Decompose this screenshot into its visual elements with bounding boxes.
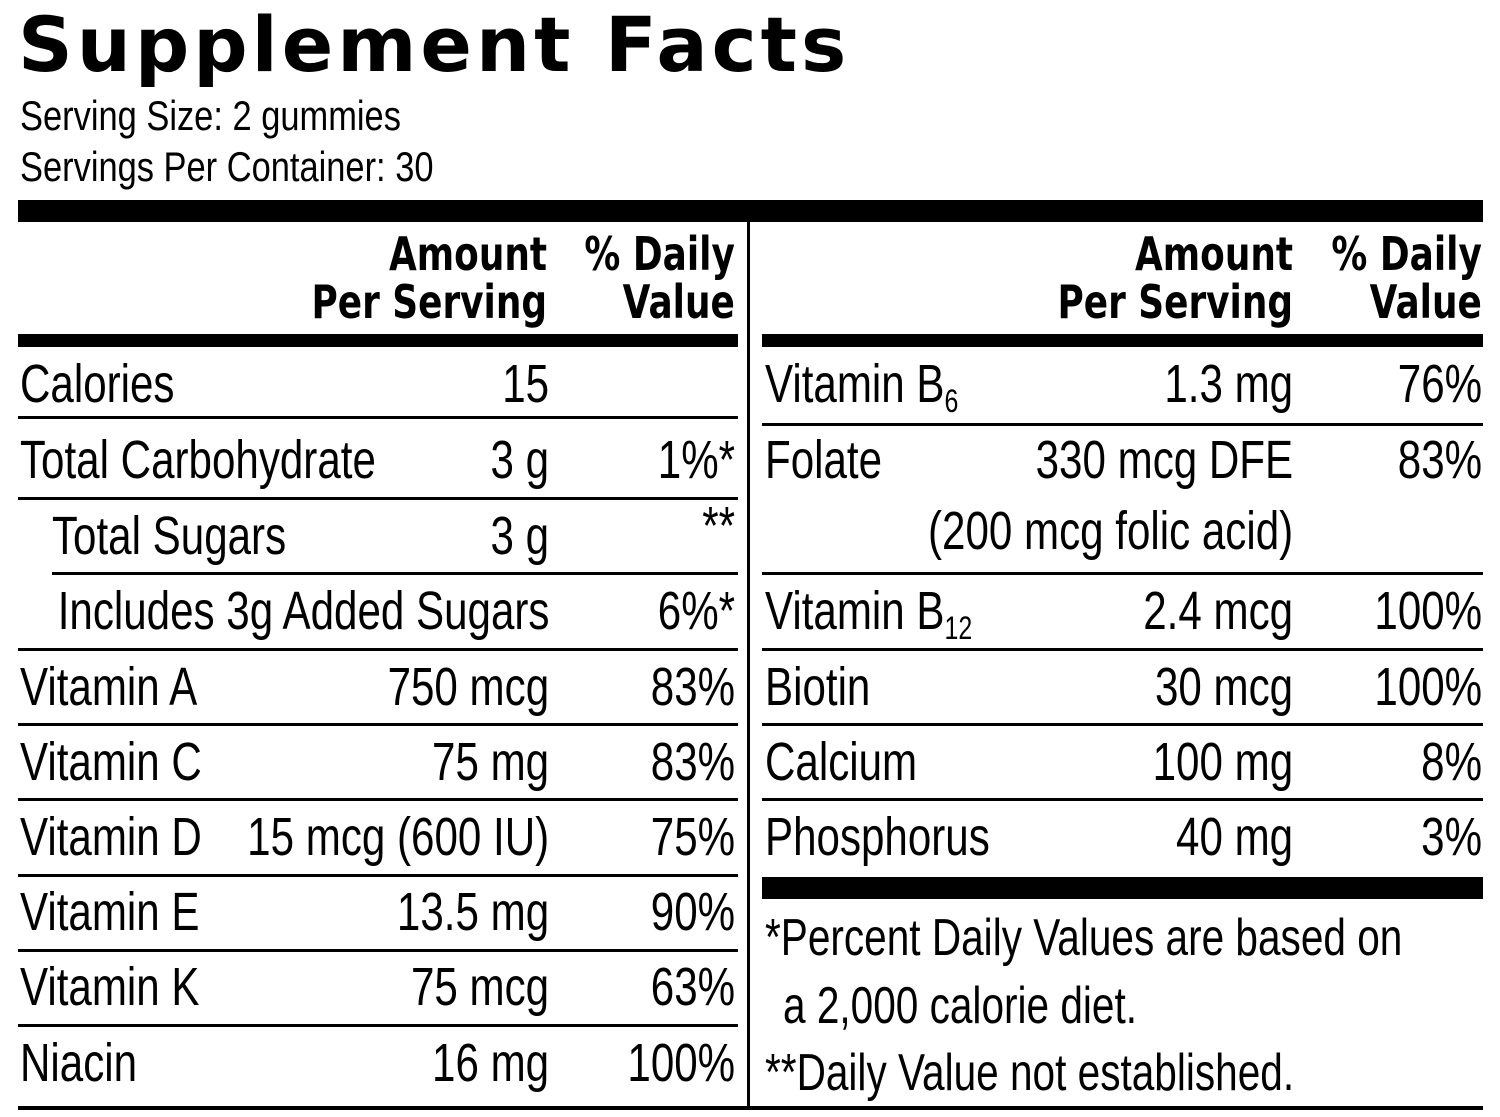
nutrient-dv-vitamin-k: 63% [650,957,735,1017]
row-rule [762,798,1483,801]
row-rule [18,497,738,500]
nutrient-amount-niacin: 16 mg [431,1033,549,1093]
servings-per-container: Servings Per Container: 30 [20,143,434,190]
row-rule [18,798,738,801]
left-amount-header: Amount Per Serving [311,230,547,326]
left-dv-header-line2: Value [622,275,735,329]
nutrient-amount-total-carbohydrate: 3 g [490,430,549,490]
serving-size: Serving Size: 2 gummies [20,92,401,139]
nutrient-name-added-sugars: Includes 3g Added Sugars [57,581,549,641]
nutrient-dv-biotin: 100% [1374,657,1482,717]
nutrient-name-folate: Folate [765,430,883,490]
row-rule [18,1024,738,1027]
nutrient-name-total-carbohydrate: Total Carbohydrate [20,430,376,490]
nutrient-name-biotin: Biotin [765,657,871,717]
nutrient-dv-phosphorus: 3% [1421,807,1482,867]
nutrient-amount-biotin: 30 mcg [1154,657,1293,717]
row-rule [18,723,738,726]
nutrient-amount-folate: 330 mcg DFE [1035,430,1293,490]
right-dv-header-line1: % Daily [1331,227,1482,281]
panel-title: Supplement Facts [18,0,851,89]
nutrient-name-calcium: Calcium [765,732,918,792]
nutrient-name-vitamin-a: Vitamin A [20,657,198,717]
nutrient-amount-vitamin-d: 15 mcg (600 IU) [247,807,549,867]
footnote-thick-rule [762,877,1483,899]
nutrient-dv-folate: 83% [1397,430,1482,490]
nutrient-name-vitamin-e: Vitamin E [20,882,200,942]
top-thick-rule [18,200,1483,222]
nutrient-dv-total-carbohydrate: 1%* [657,430,735,490]
bottom-rule [18,1106,1483,1110]
nutrient-name-vitamin-k: Vitamin K [20,957,200,1017]
nutrient-amount-vitamin-e: 13.5 mg [396,882,549,942]
nutrient-dv-vitamin-d: 75% [650,807,735,867]
vitamin-b12-subscript: 12 [944,610,973,646]
nutrient-amount-phosphorus: 40 mg [1175,807,1293,867]
row-rule [18,416,738,419]
nutrient-amount-vitamin-c: 75 mg [431,732,549,792]
nutrient-name-niacin: Niacin [20,1033,138,1093]
nutrient-dv-vitamin-c: 83% [650,732,735,792]
right-amount-header-line1: Amount [1134,227,1293,281]
nutrient-dv-added-sugars: 6%* [657,581,735,641]
nutrient-dv-total-sugars: ** [702,496,735,556]
column-divider [747,222,750,1110]
row-rule [762,648,1483,651]
nutrient-amount-vitamin-b12: 2.4 mcg [1143,581,1293,641]
row-rule [762,423,1483,426]
vitamin-b12-name-text: Vitamin B [765,581,945,641]
nutrient-name-total-sugars: Total Sugars [52,506,287,566]
left-dv-header: % Daily Value [585,230,735,326]
right-amount-header-line2: Per Serving [1057,275,1293,329]
nutrient-amount-calories: 15 [502,354,549,414]
nutrient-name-vitamin-b12: Vitamin B12 [765,581,972,644]
vitamin-b6-name-text: Vitamin B [765,354,945,414]
nutrient-dv-vitamin-a: 83% [650,657,735,717]
right-dv-header-line2: Value [1369,275,1482,329]
nutrient-amount-folate-line2: (200 mcg folic acid) [927,501,1293,561]
vitamin-b6-subscript: 6 [944,383,959,419]
nutrient-amount-total-sugars: 3 g [490,506,549,566]
right-dv-header: % Daily Value [1332,230,1482,326]
footnote-percent-daily-values: *Percent Daily Values are based on [765,909,1403,967]
footnote-daily-value-not-established: **Daily Value not established. [765,1044,1295,1102]
nutrient-dv-vitamin-b12: 100% [1374,581,1482,641]
row-rule [52,572,738,575]
left-amount-header-line2: Per Serving [311,275,547,329]
nutrient-amount-vitamin-k: 75 mcg [410,957,549,1017]
row-rule [18,874,738,877]
left-dv-header-line1: % Daily [584,227,735,281]
row-rule [762,723,1483,726]
nutrient-name-vitamin-b6: Vitamin B6 [765,354,958,417]
nutrient-dv-niacin: 100% [627,1033,735,1093]
nutrient-amount-vitamin-b6: 1.3 mg [1164,354,1293,414]
row-rule [762,572,1483,575]
nutrient-amount-vitamin-a: 750 mcg [387,657,549,717]
right-header-thick-rule [762,334,1483,347]
nutrient-dv-calcium: 8% [1421,732,1482,792]
nutrient-name-vitamin-d: Vitamin D [20,807,202,867]
left-header-thick-rule [18,334,738,347]
footnote-calorie-diet: a 2,000 calorie diet. [783,977,1138,1035]
nutrient-amount-calcium: 100 mg [1152,732,1293,792]
row-rule [18,648,738,651]
right-amount-header: Amount Per Serving [1057,230,1293,326]
row-rule [18,949,738,952]
nutrient-name-phosphorus: Phosphorus [765,807,990,867]
nutrient-name-calories: Calories [20,354,175,414]
left-amount-header-line1: Amount [388,227,547,281]
nutrient-name-vitamin-c: Vitamin C [20,732,202,792]
nutrient-dv-vitamin-e: 90% [650,882,735,942]
nutrient-dv-vitamin-b6: 76% [1397,354,1482,414]
